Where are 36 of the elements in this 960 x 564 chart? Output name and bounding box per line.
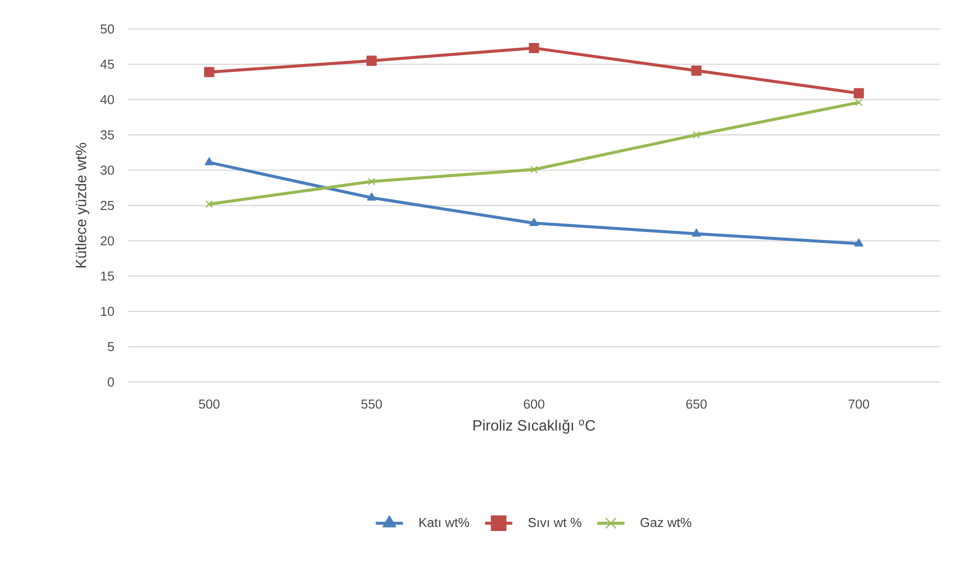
y-axis-title: Kütlece yüzde wt% xyxy=(75,142,90,268)
point xyxy=(204,66,214,78)
x-tick-label: 500 xyxy=(198,400,220,409)
y-tick-label: 15 xyxy=(101,272,114,281)
point xyxy=(692,228,701,237)
point xyxy=(528,42,540,54)
x-axis-title: Piroliz Sıcaklığı $^{o}$C xyxy=(474,420,596,434)
x-tick-label: 700 xyxy=(848,400,870,409)
point xyxy=(205,200,213,208)
point xyxy=(204,157,214,166)
x-tick-label: 650 xyxy=(686,400,707,409)
y-tick-label: 30 xyxy=(100,166,114,175)
legend-label: Katı wt% xyxy=(420,518,470,528)
y-tick-label: 40 xyxy=(100,95,114,104)
legend-label: Sıvı wt % xyxy=(528,518,582,528)
x-tick-label: 550 xyxy=(361,400,382,409)
point xyxy=(691,66,702,76)
point xyxy=(855,98,863,106)
point xyxy=(854,238,864,246)
y-tick-label: 50 xyxy=(100,24,114,34)
y-tick-label: 35 xyxy=(100,130,114,140)
y-tick-label: 45 xyxy=(100,60,114,69)
y-tick-label: 0 xyxy=(108,377,114,387)
point xyxy=(854,88,864,98)
y-tick-label: 5 xyxy=(108,342,114,352)
point xyxy=(368,178,376,186)
point xyxy=(692,131,700,139)
y-tick-label: 25 xyxy=(100,200,114,210)
legend-label: Gaz wt% xyxy=(640,518,692,528)
point xyxy=(367,192,376,201)
point xyxy=(530,166,538,174)
y-tick-label: 10 xyxy=(101,306,114,316)
point xyxy=(366,56,377,66)
y-tick-label: 20 xyxy=(100,236,114,246)
point xyxy=(530,218,538,226)
x-tick-label: 600 xyxy=(524,400,544,409)
